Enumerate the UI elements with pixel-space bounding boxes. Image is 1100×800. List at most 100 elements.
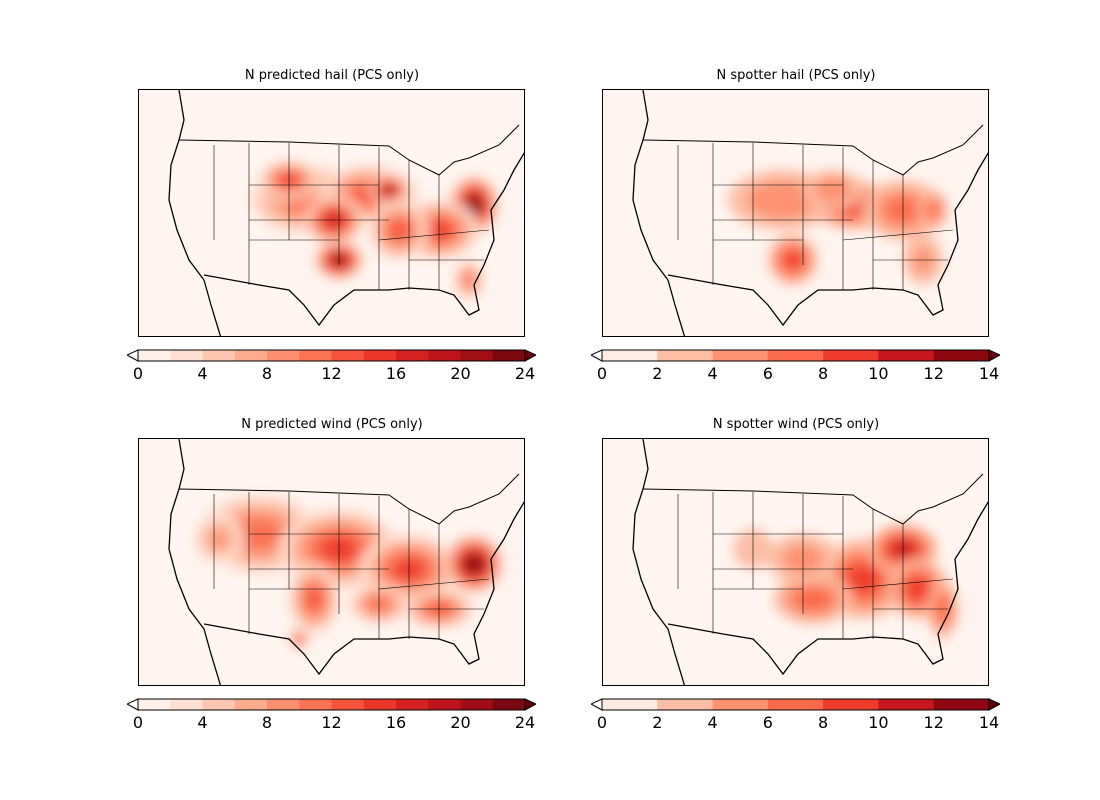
- colorbar-segment: [170, 350, 203, 361]
- panel-title: N spotter wind (PCS only): [712, 417, 880, 432]
- colorbar-tick-label: 12: [923, 364, 944, 383]
- colorbar-tick-label: 0: [132, 713, 144, 732]
- colorbar-segment: [331, 699, 365, 710]
- colorbar-tick-label: 24: [514, 713, 536, 732]
- contour-region: [794, 587, 832, 611]
- contour-region: [468, 198, 480, 212]
- state-borders: [213, 492, 490, 639]
- colorbar-tick-label: 6: [762, 364, 773, 383]
- colorbar-segment: [299, 699, 332, 710]
- colorbar-segment: [363, 699, 397, 710]
- contour-region: [306, 588, 322, 610]
- colorbar-under: [591, 349, 603, 362]
- colorbar-tick-label: 8: [818, 364, 829, 383]
- colorbar-segment: [492, 350, 526, 361]
- colorbar: [591, 349, 1000, 362]
- colorbar-tick-label: 0: [132, 364, 144, 383]
- colorbar-segment: [234, 699, 268, 710]
- colorbar-segment: [267, 699, 300, 710]
- state-borders: [213, 143, 490, 290]
- colorbar-segment: [933, 350, 990, 361]
- colorbar-segment: [428, 350, 461, 361]
- colorbar-segment: [138, 350, 171, 361]
- colorbar-segment: [823, 699, 879, 710]
- panel-title: N predicted hail (PCS only): [244, 68, 420, 83]
- national-border: [642, 473, 984, 525]
- colorbar-tick-label: 16: [385, 713, 407, 732]
- colorbar-tick-label: 2: [652, 364, 663, 383]
- colorbar-tick-label: 24: [514, 364, 536, 383]
- colorbar-segment: [460, 350, 494, 361]
- contour-region: [296, 636, 302, 642]
- contour-region: [847, 565, 879, 593]
- colorbar-under: [127, 698, 139, 711]
- colorbar-tick-label: 2: [652, 713, 663, 732]
- colorbar: [591, 698, 1000, 711]
- colorbar-segment: [657, 350, 714, 361]
- colorbar-segment: [878, 699, 935, 710]
- contour-region: [813, 176, 853, 204]
- colorbar-tick-label: 4: [707, 364, 718, 383]
- colorbar-tick-label: 16: [385, 364, 407, 383]
- colorbar-tick-label: 12: [321, 364, 342, 383]
- colorbar-segment: [363, 350, 397, 361]
- contour-region: [211, 531, 227, 547]
- colorbar-segment: [602, 699, 658, 710]
- colorbar-tick-label: 8: [261, 364, 273, 383]
- colorbar-tick-label: 12: [321, 713, 342, 732]
- colorbar-over: [524, 698, 536, 711]
- colorbar-tick-label: 10: [868, 364, 889, 383]
- contour-region: [464, 274, 474, 286]
- colorbar-segment: [396, 699, 429, 710]
- colorbar-segment: [933, 699, 990, 710]
- colorbar-segment: [202, 350, 236, 361]
- colorbar-over: [524, 349, 536, 362]
- colorbar-tick-label: 0: [596, 713, 608, 732]
- colorbar-segment: [767, 699, 824, 710]
- colorbar-segment: [460, 699, 494, 710]
- state-borders: [677, 492, 954, 639]
- coastline: [632, 439, 988, 685]
- colorbar-segment: [492, 699, 526, 710]
- coastline: [168, 439, 524, 685]
- colorbar-segment: [396, 350, 429, 361]
- colorbar-tick-label: 20: [450, 713, 471, 732]
- colorbar-segment: [712, 699, 769, 710]
- panel-title: N spotter hail (PCS only): [716, 68, 876, 83]
- colorbar-tick-label: 4: [197, 713, 208, 732]
- colorbar-tick-label: 10: [868, 713, 889, 732]
- contour-region: [906, 577, 930, 601]
- map-panel: [138, 89, 525, 337]
- colorbar-tick-label: 4: [197, 364, 208, 383]
- colorbar-over: [988, 349, 1000, 362]
- colorbar-tick-label: 0: [596, 364, 608, 383]
- colorbar: [127, 698, 536, 711]
- colorbar: [127, 349, 536, 362]
- colorbar-tick-label: 20: [450, 364, 471, 383]
- colorbar-segment: [823, 350, 879, 361]
- coastline: [168, 90, 524, 336]
- colorbar-over: [988, 698, 1000, 711]
- coastline: [632, 90, 988, 336]
- contour-region: [384, 186, 394, 194]
- colorbar-segment: [138, 699, 171, 710]
- map-panel: [602, 89, 989, 337]
- colorbar-segment: [170, 699, 203, 710]
- colorbar-segment: [299, 350, 332, 361]
- colorbar-tick-label: 12: [923, 713, 944, 732]
- colorbar-segment: [202, 699, 236, 710]
- colorbar-under: [591, 698, 603, 711]
- colorbar-tick-label: 6: [762, 713, 773, 732]
- contour-region: [390, 221, 408, 239]
- colorbar-segment: [602, 350, 658, 361]
- colorbar-tick-label: 14: [978, 364, 1000, 383]
- colorbar-segment: [878, 350, 935, 361]
- national-border: [642, 124, 984, 176]
- state-borders: [677, 143, 954, 290]
- national-border: [178, 124, 520, 176]
- colorbar-segment: [712, 350, 769, 361]
- colorbar-under: [127, 349, 139, 362]
- colorbar-segment: [234, 350, 268, 361]
- colorbar-tick-label: 8: [818, 713, 829, 732]
